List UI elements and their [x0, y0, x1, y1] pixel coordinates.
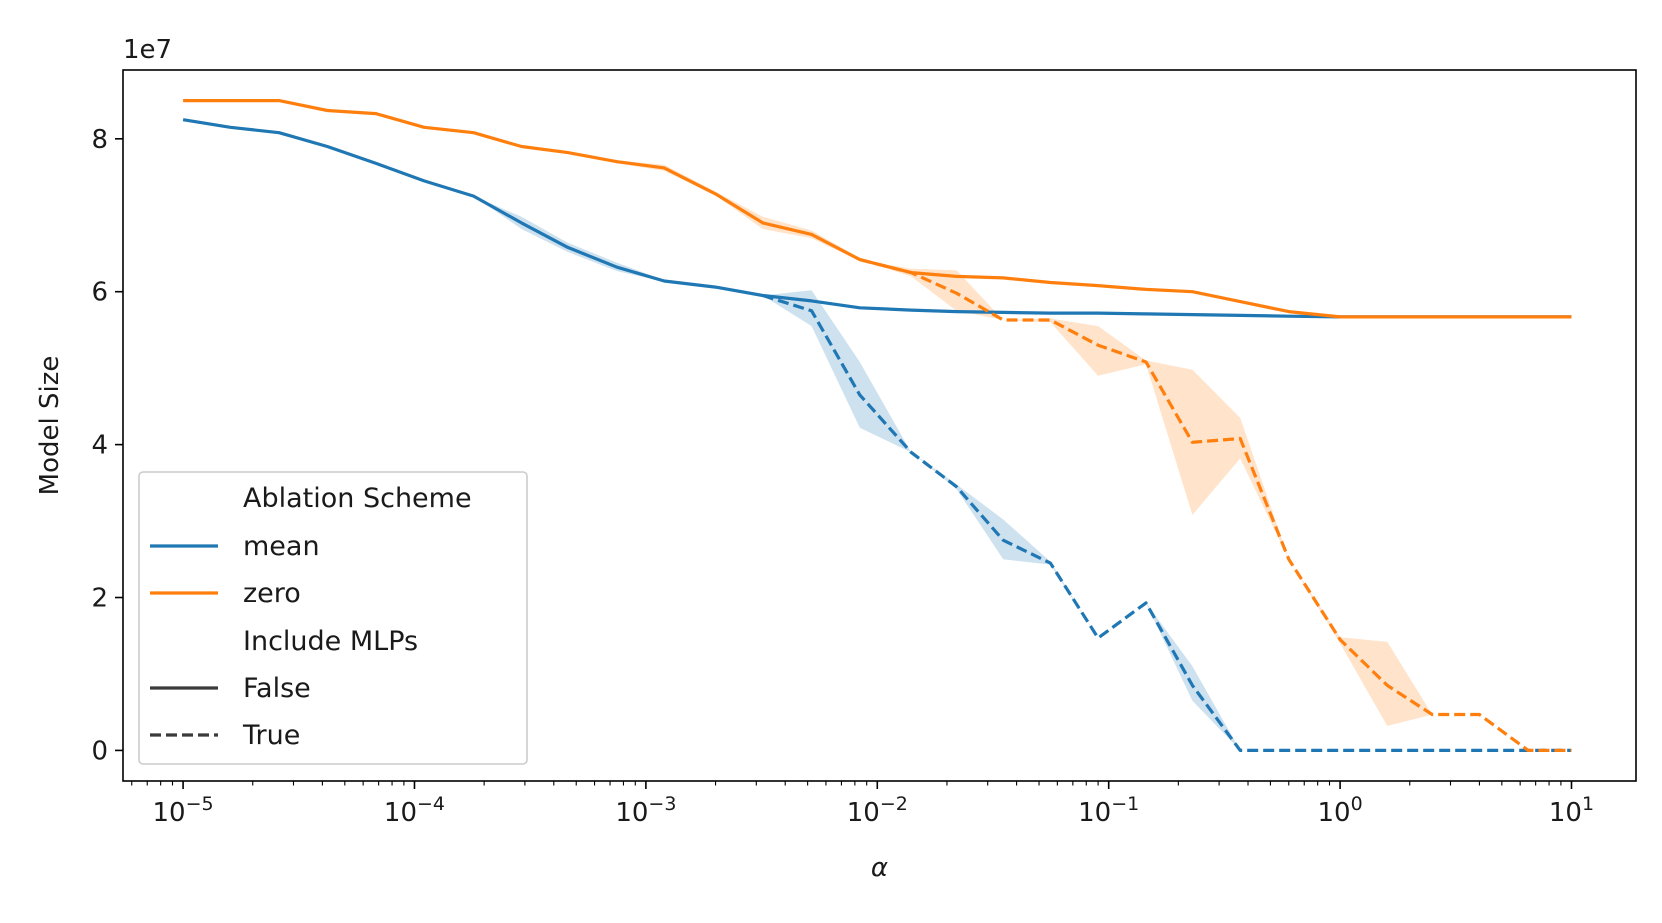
legend-box — [138, 471, 528, 765]
x-tick-label: 10−1 — [1078, 793, 1139, 828]
y-axis-multiplier: 1e7 — [123, 35, 172, 65]
legend-label-false: False — [243, 673, 311, 704]
band-zero-mlps — [859, 259, 1529, 751]
y-axis-label: Model Size — [35, 356, 65, 496]
x-axis-label: α — [871, 853, 888, 883]
series-lines — [182, 98, 1572, 753]
x-tick-label: 10−5 — [153, 793, 214, 828]
x-tick-label: 101 — [1549, 793, 1594, 828]
x-tick-label: 10−4 — [384, 793, 445, 828]
x-tick-label: 10−3 — [615, 793, 676, 828]
legend-label-true: True — [242, 720, 300, 751]
band-mean-no-mlps — [473, 196, 665, 282]
x-tick-label: 10−2 — [847, 793, 908, 828]
legend-hue-title: Ablation Scheme — [243, 483, 472, 514]
legend-style-title: Include MLPs — [243, 626, 418, 657]
x-tick-label: 100 — [1317, 793, 1362, 828]
series-line-mean-mlps — [762, 293, 1572, 753]
legend: Ablation Scheme mean zero Include MLPs F… — [138, 471, 528, 765]
axis-ticks: 10−5 10−4 10−3 10−2 10−1 100 101 0 2 4 6 8 — [91, 125, 1594, 828]
legend-label-zero: zero — [243, 578, 301, 609]
confidence-bands — [473, 160, 1529, 751]
series-line-zero-mlps — [859, 258, 1572, 753]
y-tick-label: 0 — [91, 736, 108, 766]
legend-label-mean: mean — [243, 531, 320, 562]
band-mean-mlps — [762, 290, 1241, 751]
y-tick-label: 4 — [91, 431, 108, 461]
axes-frame — [122, 69, 1637, 782]
band-zero-no-mlps — [617, 160, 860, 262]
y-tick-label: 2 — [91, 584, 108, 614]
axes — [122, 69, 1637, 782]
y-tick-label: 6 — [91, 278, 108, 308]
y-tick-label: 8 — [91, 125, 108, 155]
